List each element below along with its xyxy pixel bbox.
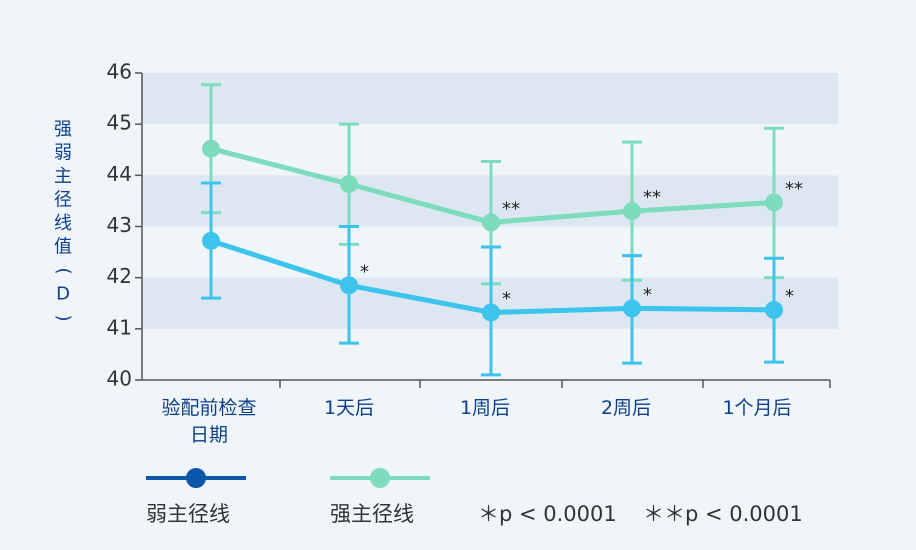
y-tick-labels: 40 41 42 43 44 45 46 [107,60,132,391]
x-category-label: 1周后 [460,397,510,419]
legend-marker [370,468,390,488]
data-point [202,231,220,250]
data-point [765,193,783,212]
data-point [340,175,358,194]
significance-mark: ** [643,187,661,208]
y-axis-label-char: 主 [54,166,72,187]
y-axis-label-char: 径 [54,190,72,211]
y-tick-label: 43 [107,213,132,237]
significance-notes: ＊p < 0.0001 ＊＊p < 0.0001 [478,502,803,526]
data-point [482,303,500,322]
significance-mark: * [643,284,652,305]
significance-mark: * [360,261,369,282]
data-point [765,300,783,319]
x-category-label: 验配前检查 [161,397,256,419]
x-category-label: 1天后 [324,397,374,419]
y-axis-label-char: ( [53,267,74,274]
significance-marks: ** * ***** ** [360,178,803,309]
y-axis-label-char: 弱 [54,143,72,164]
significance-mark: * [785,286,794,307]
x-category-label: 日期 [190,424,228,446]
data-point [202,139,220,158]
y-axis-label-char: 线 [54,213,72,234]
y-tick-label: 46 [107,60,132,84]
y-tick-label: 42 [107,264,132,288]
y-axis-label-char: ) [53,314,74,321]
legend: 弱主径线 强主径线 [146,468,430,526]
significance-note: ＊p < 0.0001 [478,502,617,526]
legend-label: 弱主径线 [146,502,230,526]
y-tick-label: 41 [107,315,132,339]
legend-marker [186,468,206,488]
grid-band [142,73,838,125]
y-axis-label-char: D [56,284,70,305]
y-axis-label-char: 强 [54,119,72,140]
y-tick-label: 40 [107,367,132,391]
y-tick-label: 45 [107,111,132,135]
y-axis-label-char: 值 [54,237,72,258]
y-tick-label: 44 [107,162,132,186]
significance-mark: ** [785,178,803,199]
data-point [623,299,641,318]
x-category-label: 1个月后 [722,397,791,419]
data-point [482,213,500,232]
x-category-label: 2周后 [601,397,651,419]
legend-label: 强主径线 [330,502,414,526]
significance-mark: ** [502,198,520,219]
data-points [202,139,783,322]
axes [135,72,831,388]
significance-mark: * [502,288,511,309]
data-point [340,276,358,295]
significance-note: ＊＊p < 0.0001 [643,502,803,526]
data-point [623,202,641,221]
